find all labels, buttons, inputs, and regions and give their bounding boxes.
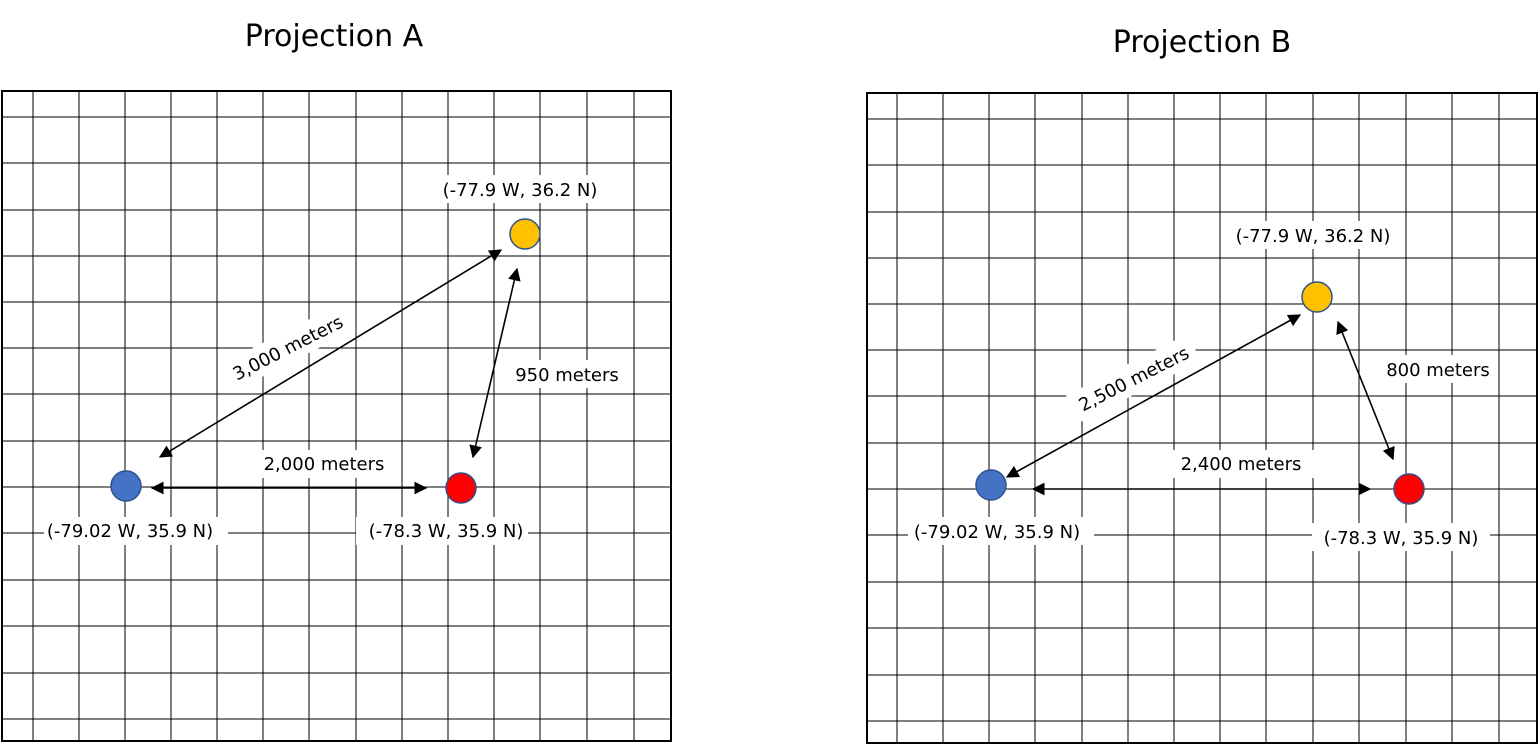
projection-b-label-red: (-78.3 W, 35.9 N) [1324, 528, 1479, 549]
projection-b-point-blue [975, 469, 1007, 501]
projection-a-label-yellow: (-77.9 W, 36.2 N) [443, 180, 598, 201]
projection-b-arrow-red-yellow [1336, 320, 1395, 461]
projection-b-distance-blue-red: 2,400 meters [1181, 454, 1302, 475]
projection-b-frame [866, 92, 1538, 744]
projection-b-label-blue: (-79.02 W, 35.9 N) [914, 522, 1080, 543]
projection-b-label-yellow: (-77.9 W, 36.2 N) [1236, 226, 1391, 247]
projection-a-distance-blue-red: 2,000 meters [264, 454, 385, 475]
projection-a-point-red [445, 472, 477, 504]
projection-a-panel: Projection A (-77.9 W, 36.2 N) (-79.02 W… [1, 19, 672, 742]
projection-a-arrow-red-yellow [469, 267, 521, 459]
projection-a-frame [1, 90, 672, 742]
projection-a-distance-red-yellow: 950 meters [515, 365, 619, 386]
projection-a-title: Projection A [245, 19, 424, 54]
projection-b-grid [867, 93, 1537, 743]
projection-b-distance-red-yellow: 800 meters [1386, 360, 1490, 381]
projection-a-point-blue [110, 470, 142, 502]
projection-a-arrow-blue-yellow [158, 249, 503, 458]
projection-b-point-yellow [1301, 281, 1333, 313]
projection-b-arrow-blue-yellow [1005, 314, 1302, 478]
projection-b-distance-blue-yellow: 2,500 meters [1076, 343, 1193, 417]
projection-a-label-blue: (-79.02 W, 35.9 N) [47, 521, 213, 542]
projection-a-point-yellow [509, 218, 541, 250]
projection-a-label-red: (-78.3 W, 35.9 N) [369, 521, 524, 542]
projection-b-point-red [1393, 473, 1425, 505]
projection-b-title: Projection B [1113, 25, 1291, 60]
projection-b-panel: Projection B (-77.9 W, 36.2 N) (-79.02 W… [866, 25, 1538, 744]
